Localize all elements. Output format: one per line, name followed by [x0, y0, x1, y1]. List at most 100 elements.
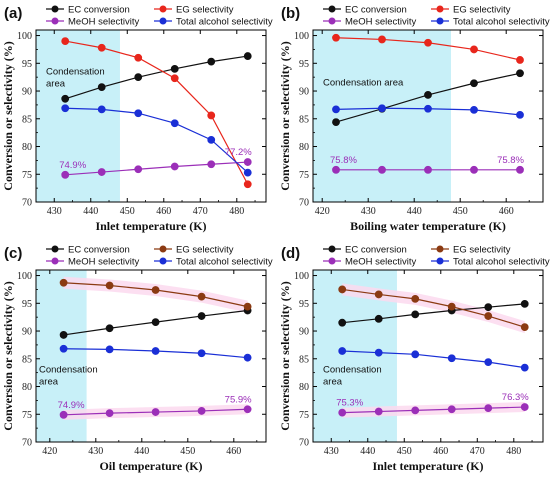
- point-meoh: [470, 165, 478, 174]
- point-eg: [243, 180, 252, 189]
- point-meoh: [411, 406, 420, 415]
- point-eg: [151, 286, 160, 294]
- y-tick-label: 95: [22, 299, 32, 310]
- x-tick-label: 470: [193, 206, 208, 217]
- point-meoh: [424, 165, 432, 174]
- annotation-label: 77.2%: [225, 147, 252, 158]
- x-tick-label: 430: [324, 446, 339, 457]
- condensation-label: Condensation: [39, 365, 98, 376]
- y-tick-label: 95: [22, 59, 32, 70]
- plot-frame: [312, 29, 544, 203]
- legend-label-eg: EG selectivity: [453, 5, 511, 16]
- point-eg: [520, 323, 529, 332]
- point-total: [61, 104, 70, 113]
- panel-letter: (c): [4, 245, 22, 262]
- point-total: [338, 347, 347, 355]
- panel-letter: (d): [281, 245, 300, 262]
- legend-marker-eg: [436, 5, 444, 13]
- point-ec: [197, 312, 206, 320]
- x-tick-label: 450: [453, 206, 468, 217]
- series-line-meoh: [342, 406, 525, 414]
- y-axis-label: Conversion or selectivity (%): [1, 281, 15, 430]
- point-ec: [134, 73, 143, 82]
- x-tick-label: 440: [360, 446, 375, 457]
- point-ec: [207, 57, 216, 66]
- x-axis-label: Boiling water temperature (K): [350, 219, 506, 233]
- legend-label-meoh: MeOH selectivity: [345, 17, 417, 28]
- condensation-area: [313, 30, 451, 202]
- y-tick-label: 80: [299, 142, 309, 153]
- point-meoh: [61, 170, 70, 179]
- point-ec: [424, 91, 432, 99]
- y-tick-label: 70: [22, 438, 32, 449]
- y-tick-label: 100: [294, 31, 309, 42]
- y-tick-label: 90: [299, 87, 309, 98]
- annotation-label: 75.9%: [225, 394, 252, 405]
- series-line-total: [65, 107, 249, 174]
- point-eg: [378, 35, 386, 44]
- point-total: [243, 353, 252, 362]
- point-ec: [97, 83, 106, 92]
- y-tick-label: 80: [22, 142, 32, 153]
- x-tick-label: 460: [156, 206, 171, 217]
- point-meoh: [332, 165, 340, 174]
- point-total: [332, 105, 340, 114]
- point-meoh: [243, 158, 252, 166]
- point-eg: [170, 74, 179, 83]
- legend-marker-ec: [51, 5, 59, 13]
- point-ec: [516, 69, 524, 78]
- legend-marker-total: [159, 17, 167, 25]
- panel-1: Condensation area 75.8% 75.8% 70 75 80 85 90 95 1…: [278, 5, 550, 234]
- series-line-ec: [65, 55, 248, 100]
- legend-label-total: Total alcohol selectivity: [176, 17, 273, 28]
- point-eg: [516, 56, 524, 64]
- point-ec: [59, 331, 68, 339]
- point-meoh: [374, 407, 383, 416]
- point-ec: [411, 310, 420, 319]
- annotation-label: 74.9%: [58, 400, 85, 411]
- annotation-label: 76.3%: [502, 392, 529, 403]
- point-ec: [170, 64, 179, 73]
- x-tick-label: 480: [229, 206, 244, 217]
- point-meoh: [243, 405, 252, 414]
- point-eg: [411, 294, 420, 303]
- point-meoh: [59, 410, 68, 419]
- annotation-label: 74.9%: [59, 160, 86, 171]
- series-line-ec: [342, 303, 525, 324]
- legend-label-eg: EG selectivity: [176, 245, 234, 256]
- legend-marker-ec: [51, 245, 59, 253]
- plot-frame: [35, 29, 267, 203]
- x-tick-label: 430: [47, 206, 62, 217]
- x-tick-label: 440: [407, 206, 422, 217]
- condensation-area: [36, 30, 120, 202]
- point-eg: [447, 302, 456, 311]
- point-meoh: [338, 408, 347, 417]
- legend-label-ec: EC conversion: [68, 5, 130, 16]
- condensation-label: Condensation: [46, 66, 105, 77]
- legend-label-eg: EG selectivity: [176, 5, 234, 16]
- legend-label-meoh: MeOH selectivity: [345, 257, 417, 268]
- x-tick-label: 450: [120, 206, 135, 217]
- legend-label-ec: EC conversion: [345, 245, 407, 256]
- x-tick-label: 430: [361, 206, 376, 217]
- y-tick-label: 100: [17, 271, 32, 282]
- condensation-label: area: [39, 377, 59, 388]
- legend-marker-eg: [436, 245, 444, 253]
- legend-marker-total: [159, 257, 167, 265]
- y-tick-label: 80: [299, 382, 309, 393]
- point-eg: [484, 312, 493, 320]
- point-eg: [61, 37, 70, 45]
- point-total: [97, 105, 106, 114]
- point-total: [170, 119, 179, 128]
- y-tick-label: 75: [22, 170, 32, 181]
- point-total: [470, 105, 478, 114]
- y-axis-label: Conversion or selectivity (%): [278, 281, 292, 430]
- point-ec: [332, 118, 340, 127]
- x-tick-label: 440: [134, 446, 149, 457]
- point-ec: [105, 324, 114, 333]
- point-eg: [332, 33, 340, 42]
- point-meoh: [105, 409, 114, 418]
- x-tick-label: 420: [42, 446, 57, 457]
- legend-label-ec: EC conversion: [345, 5, 407, 16]
- condensation-label: area: [323, 377, 343, 388]
